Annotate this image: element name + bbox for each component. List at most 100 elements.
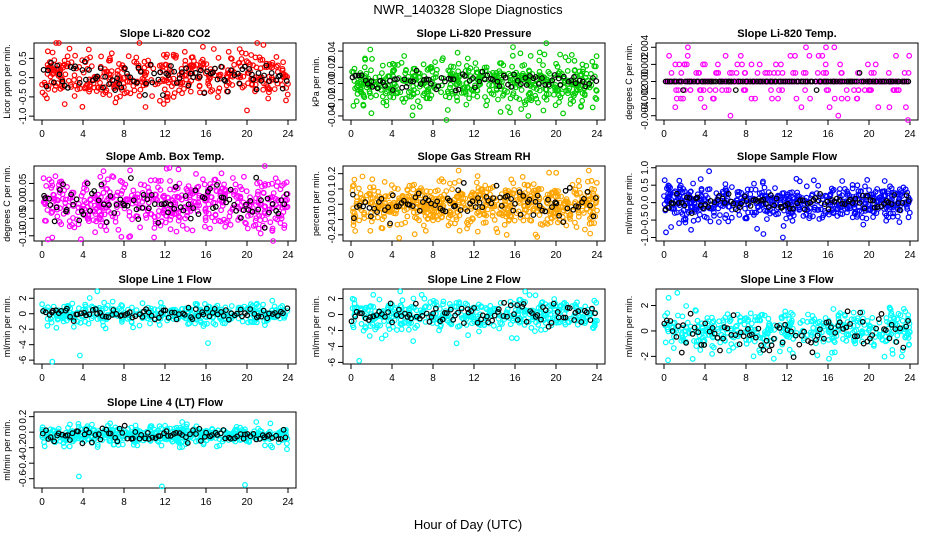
reference-point [98,181,105,188]
data-point [168,83,175,90]
data-point [756,61,763,68]
y-tick-label: -0.04 [327,104,338,127]
data-point [369,56,375,62]
reference-point [124,70,130,77]
data-point [466,95,473,102]
data-point [737,52,744,59]
y-tick-label: 0 [327,311,338,317]
data-point [219,202,226,209]
data-point [575,177,582,184]
y-axis-label: ml/min per min. [2,296,12,358]
x-tick-label: 20 [863,129,875,140]
data-point [352,228,359,234]
data-point [167,216,174,223]
data-point [157,299,164,306]
data-point [398,326,405,333]
data-point [864,176,871,183]
data-point [593,87,600,94]
data-point [415,98,421,105]
reference-point [147,61,154,68]
reference-point [576,77,583,84]
data-point [118,233,125,240]
data-point [250,62,257,69]
reference-point [349,74,356,81]
data-point [734,61,741,68]
outlier-point [903,104,909,111]
outlier-point [356,357,363,364]
x-tick-label: 8 [743,129,749,140]
data-point [104,68,111,75]
data-point [279,182,285,189]
data-point [145,199,152,206]
data-point [722,52,729,59]
reference-point [764,78,770,85]
x-tick-label: 12 [468,250,480,261]
data-point [826,104,833,111]
data-point [794,189,801,196]
reference-point [178,69,185,75]
data-point [171,186,178,193]
data-point [182,61,189,68]
reference-point [809,78,816,85]
reference-point [358,72,365,79]
reference-point [246,66,253,72]
data-point [815,52,822,59]
data-point [70,323,77,330]
data-point [420,61,427,68]
data-point [245,59,252,66]
data-point [579,90,586,97]
data-point [87,196,94,203]
data-point [483,64,490,71]
data-point [893,87,900,93]
reference-point [484,72,491,79]
reference-point [236,80,243,87]
data-point [695,69,702,76]
data-point [560,110,566,117]
data-point [739,61,745,68]
reference-point [185,201,192,208]
y-tick-label: 1.0 [640,160,651,174]
data-point [189,54,196,60]
data-point [266,206,273,213]
data-point [509,63,515,70]
reference-point [873,78,880,85]
data-point [273,63,280,70]
reference-point [127,175,134,182]
data-point [676,220,682,227]
reference-point [87,208,93,214]
data-point [446,94,453,101]
data-point [181,48,188,55]
reference-point [352,72,359,79]
reference-point [572,80,579,87]
data-point [350,102,357,109]
reference-point [702,78,708,85]
reference-point [165,209,171,216]
reference-point [227,186,234,193]
data-point [855,87,862,93]
data-point [838,69,845,76]
data-point [202,217,209,224]
x-tick-label: 24 [591,250,603,261]
data-point [120,74,127,81]
data-point [53,324,60,331]
data-point [742,87,748,93]
reference-point [100,84,106,91]
data-point [491,216,498,223]
reference-point [176,75,183,81]
data-point [690,217,697,224]
data-point [164,51,170,58]
data-point [839,178,846,184]
data-point [72,82,79,89]
data-point [39,301,45,308]
data-point [266,86,273,93]
reference-point [195,211,202,218]
x-tick-label: 0 [39,250,45,261]
data-point [215,88,222,95]
outlier-point [585,167,592,174]
y-tick-label: -2 [327,326,338,335]
reference-point [155,76,162,83]
reference-point [95,197,102,204]
data-point [239,318,246,325]
data-point [176,180,183,187]
data-point [174,194,181,201]
